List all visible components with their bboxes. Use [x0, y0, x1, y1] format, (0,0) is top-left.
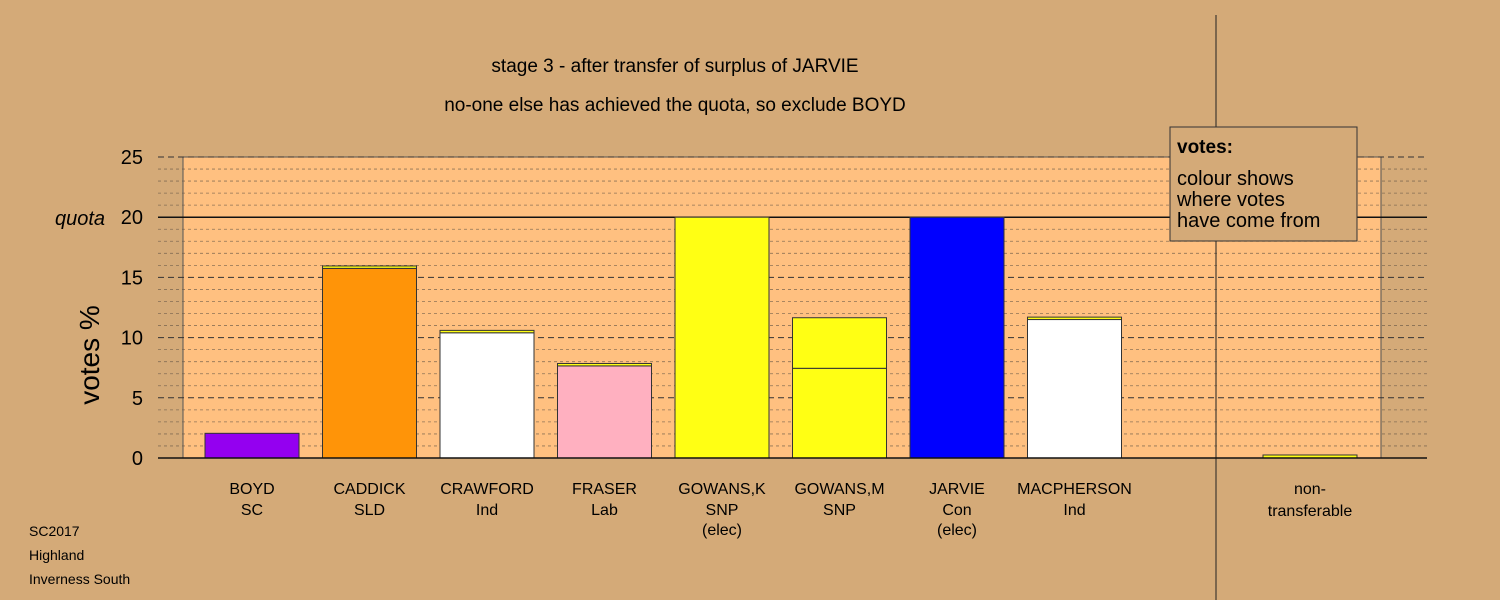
category-name: GOWANS,M: [794, 481, 884, 498]
y-tick-label: 0: [132, 448, 143, 470]
category-name: MACPHERSON: [1017, 481, 1132, 498]
y-tick-label: 20: [121, 207, 143, 229]
bar-fraser-seg-0: [557, 365, 652, 459]
y-tick-label: 15: [121, 267, 143, 289]
bar-jarvie-seg-0: [909, 216, 1005, 459]
category-name: GOWANS,K: [678, 481, 766, 498]
category-party: SNP: [706, 502, 739, 519]
category-name: BOYD: [229, 481, 274, 498]
bar-gowans-k-seg-0: [674, 216, 770, 459]
category-note: (elec): [937, 522, 977, 539]
category-name: CRAWFORD: [440, 481, 534, 498]
footer-line-3: Inverness South: [29, 571, 130, 587]
footer-line-2: Highland: [29, 547, 84, 563]
nontransferable-label-1: non-: [1294, 481, 1326, 498]
legend-line-1: colour shows: [1177, 168, 1294, 190]
y-tick-label: 25: [121, 147, 143, 169]
category-party: SNP: [823, 502, 856, 519]
nontransferable-label-2: transferable: [1268, 503, 1353, 520]
legend-line-2: where votes: [1176, 189, 1285, 211]
y-tick-label: 5: [132, 388, 143, 410]
bar-caddick-seg-1: [322, 265, 417, 269]
y-tick-label: 10: [121, 328, 143, 350]
category-party: Ind: [476, 502, 498, 519]
bar-gowans-m-seg-1: [792, 317, 887, 369]
bar-gowans-m-seg-0: [792, 367, 887, 459]
quota-label: quota: [55, 208, 105, 230]
category-party: Con: [942, 502, 971, 519]
category-name: CADDICK: [333, 481, 405, 498]
bar-fraser-seg-1: [557, 362, 652, 367]
bar-macpherson-seg-1: [1027, 316, 1122, 321]
legend-title: votes:: [1177, 137, 1233, 158]
legend-box: [1169, 126, 1358, 242]
category-party: SLD: [354, 502, 385, 519]
chart-title: stage 3 - after transfer of surplus of J…: [491, 56, 858, 77]
chart-subtitle: no-one else has achieved the quota, so e…: [444, 95, 906, 116]
category-name: JARVIE: [929, 481, 985, 498]
bar-crawford-seg-1: [439, 329, 535, 334]
bar-macpherson-seg-0: [1027, 319, 1122, 459]
category-name: FRASER: [572, 481, 637, 498]
legend-line-3: have come from: [1177, 210, 1320, 232]
category-note: (elec): [702, 522, 742, 539]
category-party: Lab: [591, 502, 618, 519]
bar-crawford-seg-0: [439, 332, 535, 459]
y-axis-label: votes %: [74, 305, 105, 405]
category-party: Ind: [1063, 502, 1085, 519]
category-party: SC: [241, 502, 263, 519]
footer-line-1: SC2017: [29, 523, 80, 539]
bar-boyd-seg-0: [204, 432, 300, 459]
bar-caddick-seg-0: [322, 267, 417, 459]
